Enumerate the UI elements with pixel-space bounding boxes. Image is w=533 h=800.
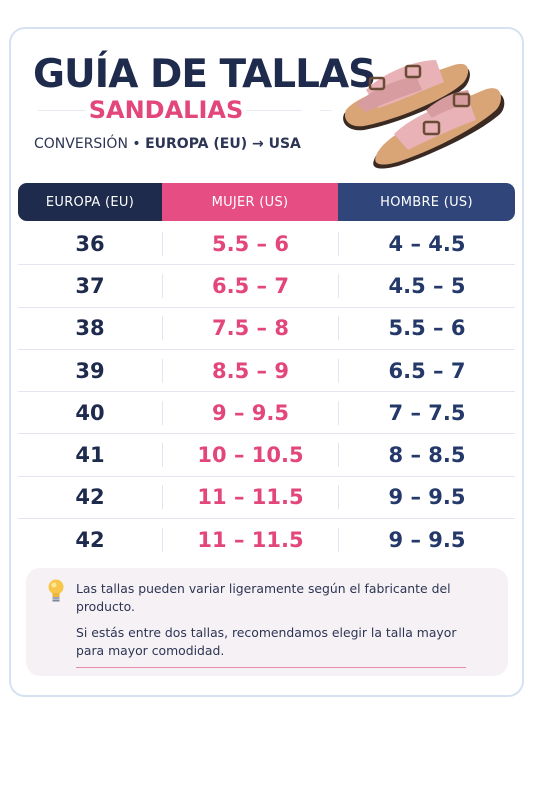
decorative-line (246, 110, 302, 111)
column-header-men: HOMBRE (US) (338, 183, 515, 221)
size-table: 36 5.5 – 6 4 – 4.5 37 6.5 – 7 4.5 – 5 38… (18, 223, 515, 561)
conversion-main: EUROPA (EU) → USA (145, 136, 301, 152)
eu-size-cell: 41 (75, 443, 105, 468)
table-row: 38 7.5 – 8 5.5 – 6 (18, 308, 515, 350)
eu-size-cell: 36 (75, 231, 105, 256)
women-size-cell: 11 – 11.5 (162, 485, 338, 510)
women-size-cell: 11 – 11.5 (162, 528, 338, 553)
note-text-recommendation: Si estás entre dos tallas, recomendamos … (76, 625, 457, 658)
women-size-cell: 10 – 10.5 (162, 443, 338, 468)
note-text-variation: Las tallas pueden variar ligeramente seg… (76, 581, 451, 614)
table-row: 37 6.5 – 7 4.5 – 5 (18, 265, 515, 308)
conversion-prefix: CONVERSIÓN • (34, 136, 146, 152)
women-size-cell: 9 – 9.5 (162, 400, 338, 425)
women-size-cell: 6.5 – 7 (162, 273, 338, 298)
table-row: 42 11 – 11.5 9 – 9.5 (18, 477, 515, 520)
column-header-women: MUJER (US) (162, 183, 338, 221)
eu-size-cell: 40 (75, 400, 105, 425)
table-row: 39 8.5 – 9 6.5 – 7 (18, 350, 515, 393)
page-subtitle: SANDALIAS (88, 96, 244, 124)
men-size-cell: 7 – 7.5 (338, 400, 515, 425)
eu-size-cell: 42 (75, 528, 105, 553)
conversion-caption: CONVERSIÓN • EUROPA (EU) → USA (34, 136, 301, 152)
sandal-front (373, 88, 505, 169)
decorative-line (328, 78, 344, 79)
page-title: GUÍA DE TALLAS (33, 52, 376, 97)
table-row: 42 11 – 11.5 9 – 9.5 (18, 519, 515, 561)
table-row: 40 9 – 9.5 7 – 7.5 (18, 392, 515, 435)
men-size-cell: 4 – 4.5 (338, 231, 515, 256)
men-size-cell: 6.5 – 7 (338, 358, 515, 383)
column-header-eu: EUROPA (EU) (18, 183, 162, 221)
sandals-icon (343, 60, 505, 169)
lightbulb-icon (48, 579, 64, 602)
men-size-cell: 8 – 8.5 (338, 443, 515, 468)
men-size-cell: 9 – 9.5 (338, 528, 515, 553)
note-underline (76, 667, 466, 668)
eu-size-cell: 38 (75, 316, 105, 341)
eu-size-cell: 39 (75, 358, 105, 383)
sandal-back (343, 60, 470, 131)
women-size-cell: 8.5 – 9 (162, 358, 338, 383)
eu-size-cell: 42 (75, 485, 105, 510)
women-size-cell: 5.5 – 6 (162, 231, 338, 256)
men-size-cell: 4.5 – 5 (338, 273, 515, 298)
decorative-line (38, 110, 86, 111)
decorative-line (320, 110, 332, 111)
eu-size-cell: 37 (75, 273, 105, 298)
men-size-cell: 5.5 – 6 (338, 316, 515, 341)
men-size-cell: 9 – 9.5 (338, 485, 515, 510)
table-header: EUROPA (EU) MUJER (US) HOMBRE (US) (18, 183, 515, 221)
table-row: 41 10 – 10.5 8 – 8.5 (18, 434, 515, 477)
sizing-note: Las tallas pueden variar ligeramente seg… (26, 568, 508, 676)
women-size-cell: 7.5 – 8 (162, 316, 338, 341)
table-row: 36 5.5 – 6 4 – 4.5 (18, 223, 515, 266)
